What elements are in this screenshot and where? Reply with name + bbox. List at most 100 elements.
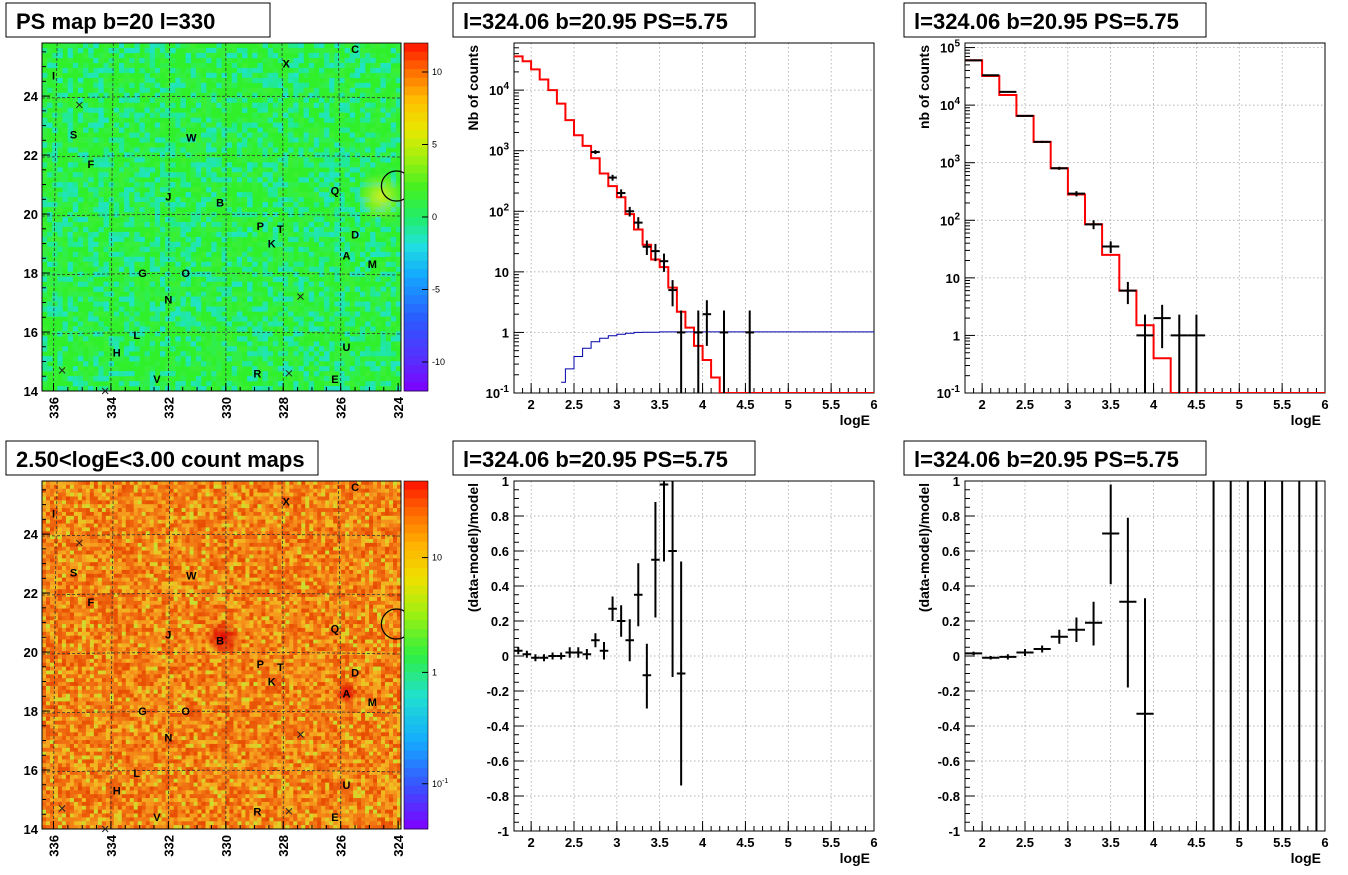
data-point: [982, 74, 1000, 77]
colorbar-tick-label: 10-1: [432, 778, 448, 789]
y-tick-label: -0.2: [938, 684, 960, 699]
data-point: [651, 243, 660, 262]
title-frame: [903, 440, 1207, 476]
data-point: [565, 647, 574, 658]
source-label: J: [165, 191, 171, 203]
title-text: 2.50<logE<3.00 count maps: [16, 447, 305, 472]
data-point: [1119, 281, 1137, 305]
source-label: F: [87, 159, 94, 171]
cross-mark: [297, 731, 304, 738]
x-tick-label: 2: [979, 835, 986, 850]
panel-title: l=324.06 b=20.95 PS=5.75: [452, 440, 756, 476]
x-axis-label: logE: [1291, 412, 1321, 428]
data-point: [719, 310, 729, 393]
colorbar-tick-label: 0: [432, 212, 437, 222]
data-point: [1136, 598, 1154, 831]
data-point: [702, 300, 712, 346]
y-tick-label: 0.4: [942, 579, 961, 594]
x-tick-label: 3: [1064, 397, 1071, 412]
cross-mark: [285, 807, 293, 815]
source-label: C: [351, 482, 359, 494]
source-label: D: [351, 230, 359, 242]
x-tick-label: 2.5: [565, 397, 583, 412]
plot-grid: [514, 480, 875, 832]
title-text: PS map b=20 l=330: [16, 9, 215, 34]
x-tick-label: 324: [391, 396, 406, 418]
title-frame: [5, 440, 319, 476]
data-point: [522, 650, 532, 658]
data-point: [965, 59, 983, 62]
x-tick-label: 5.5: [822, 835, 840, 850]
x-tick-label: 326: [334, 397, 349, 419]
x-tick-label: 4: [699, 835, 707, 850]
source-label: M: [368, 259, 377, 271]
y-tick-label: -0.6: [938, 754, 960, 769]
y-tick-label: 0.6: [942, 544, 960, 559]
x-tick-label: 4.5: [736, 835, 754, 850]
source-label: E: [331, 374, 338, 386]
y-tick-label: -0.6: [487, 754, 509, 769]
data-layer: [514, 55, 874, 393]
source-label: C: [351, 44, 359, 56]
source-label: X: [282, 497, 290, 509]
data-point: [651, 502, 660, 618]
y-tick-label: 105: [940, 39, 960, 56]
title-text: l=324.06 b=20.95 PS=5.75: [914, 447, 1179, 472]
x-axis-label: logE: [840, 850, 870, 866]
source-label: O: [181, 268, 190, 280]
x-tick-label: 4: [1150, 397, 1158, 412]
x-tick-label: 328: [276, 397, 291, 419]
source-label: B: [216, 635, 224, 647]
data-point: [745, 310, 754, 393]
plot-axes: 2 2.5 3 3.5 4 4.5 5 5.5 6 -1 -0.8 -0.6 -0.4 -0.2 0 0.2 0…: [938, 474, 1329, 850]
y-tick-label: 20: [24, 645, 38, 660]
data-point: [659, 481, 669, 562]
coordinate-grid: [41, 480, 402, 830]
source-label: G: [138, 268, 147, 280]
x-tick-label: 334: [104, 834, 119, 856]
y-axis-label: Nb of counts: [465, 45, 481, 131]
data-point: [1016, 649, 1034, 656]
data-point: [1016, 114, 1034, 117]
x-tick-label: 332: [161, 397, 176, 419]
source-label: A: [342, 688, 350, 700]
x-tick-label: 5: [1236, 397, 1243, 412]
plot-axes: 2 2.5 3 3.5 4 4.5 5 5.5 6 10-1 1 10 102 103 104 105: [937, 39, 1329, 412]
data-point: [1033, 645, 1051, 653]
x-tick-label: 2: [528, 397, 535, 412]
source-label: R: [253, 368, 261, 380]
data-point: [1085, 601, 1103, 646]
source-label: N: [164, 295, 172, 307]
data-points: [965, 59, 1205, 393]
title-frame: [452, 2, 756, 38]
y-tick-label: 16: [24, 763, 38, 778]
x-axis-label: logE: [1291, 850, 1321, 866]
x-tick-label: 326: [334, 835, 349, 857]
x-tick-label: 6: [870, 397, 877, 412]
x-tick-label: 5.5: [822, 397, 840, 412]
y-tick-label: 16: [24, 325, 38, 340]
x-tick-label: 324: [391, 834, 406, 856]
title-frame: [903, 2, 1207, 38]
data-point: [1067, 191, 1085, 197]
source-label: P: [257, 659, 264, 671]
x-tick-label: 2.5: [1016, 397, 1034, 412]
data-point: [634, 217, 643, 229]
x-tick-label: 4.5: [1187, 835, 1205, 850]
x-tick-label: 2: [979, 397, 986, 412]
y-tick-label: 10: [495, 265, 509, 280]
x-tick-label: 5: [785, 835, 792, 850]
data-point: [676, 561, 686, 786]
y-tick-label: 1: [502, 325, 509, 340]
data-points: [591, 150, 754, 393]
colorbar: 10 5 0 -5 -10: [403, 42, 445, 392]
colorbar-tick-label: -10: [432, 357, 445, 367]
data-point: [1033, 140, 1051, 143]
source-label: J: [165, 629, 171, 641]
y-tick-label: 0.2: [942, 614, 960, 629]
y-tick-label: 103: [489, 142, 509, 159]
source-label: H: [113, 786, 121, 798]
x-tick-label: 2: [528, 835, 535, 850]
title-text: l=324.06 b=20.95 PS=5.75: [463, 447, 728, 472]
